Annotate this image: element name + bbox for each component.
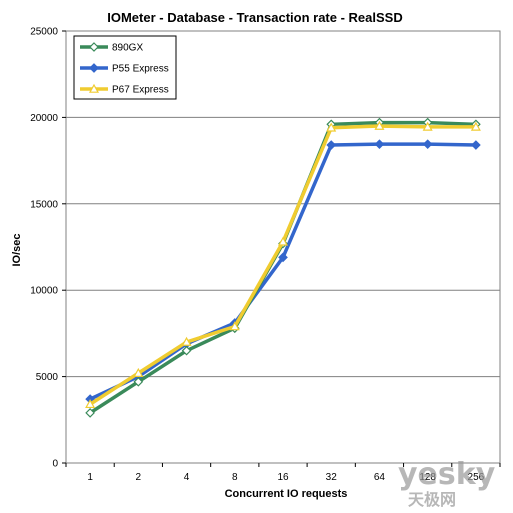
x-tick-label: 2 <box>136 472 142 483</box>
legend-label: 890GX <box>112 43 143 54</box>
data-point <box>326 122 337 132</box>
x-tick-label: 64 <box>374 472 386 483</box>
y-tick-label: 15000 <box>30 199 58 210</box>
x-tick-label: 4 <box>184 472 190 483</box>
chart-title: IOMeter - Database - Transaction rate - … <box>107 10 402 25</box>
legend-entry: 890GX <box>80 42 143 54</box>
y-tick-label: 5000 <box>36 372 59 383</box>
series-p67-express <box>85 120 481 409</box>
legend-label: P55 Express <box>112 64 169 75</box>
data-point <box>229 321 240 331</box>
data-point <box>89 42 99 52</box>
x-tick-label: 32 <box>326 472 338 483</box>
data-point <box>89 63 99 73</box>
data-point <box>85 399 96 409</box>
data-point <box>181 345 192 356</box>
data-point <box>374 120 385 130</box>
legend-entry: P67 Express <box>80 83 169 96</box>
x-tick-label: 128 <box>419 472 436 483</box>
y-tick-label: 20000 <box>30 113 58 124</box>
x-axis-ticks: 1 2 4 8 16 32 64 128 256 <box>65 463 501 483</box>
legend: 890GX P55 Express P67 Express <box>73 35 177 100</box>
y-tick-label: 0 <box>52 459 58 470</box>
data-point <box>277 236 289 246</box>
data-point <box>181 336 192 346</box>
y-tick-label: 10000 <box>30 286 58 297</box>
y-axis-label: IO/sec <box>11 233 23 266</box>
data-point <box>470 121 481 131</box>
watermark-text: yesky <box>398 457 496 492</box>
data-point <box>422 121 433 131</box>
x-tick-label: 8 <box>232 472 238 483</box>
series-layer <box>85 117 481 418</box>
watermark-subtext: 天极网 <box>408 490 456 509</box>
x-axis-label: Concurrent IO requests <box>225 488 348 500</box>
legend-entry: P55 Express <box>80 63 169 75</box>
data-point <box>85 408 95 418</box>
data-point <box>326 140 337 150</box>
data-point <box>374 139 385 150</box>
data-point <box>422 139 433 150</box>
data-point <box>88 83 100 93</box>
watermark-logo: yesky 天极网 <box>398 457 496 509</box>
gridlines <box>66 116 500 378</box>
y-axis-ticks: 0 5000 10000 15000 20000 25000 <box>30 27 66 470</box>
x-tick-label: 1 <box>87 472 93 483</box>
data-point <box>471 140 481 150</box>
data-point <box>278 252 288 263</box>
x-tick-label: 256 <box>468 472 485 483</box>
y-tick-label: 25000 <box>30 27 58 38</box>
legend-label: P67 Express <box>112 85 169 96</box>
data-point <box>133 376 144 387</box>
data-point <box>133 367 144 377</box>
x-tick-label: 16 <box>277 472 289 483</box>
